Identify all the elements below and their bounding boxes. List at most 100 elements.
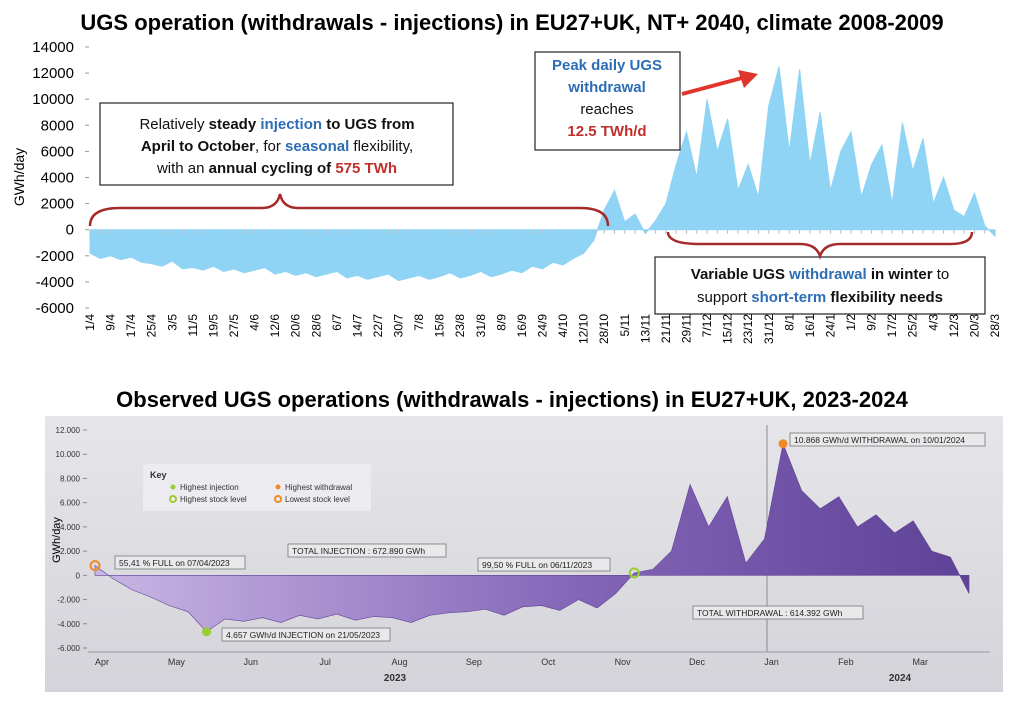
annotation-box (99, 102, 454, 186)
annotation-box (477, 557, 611, 572)
marker (778, 439, 788, 449)
y-tick-label: -4.000 (57, 620, 80, 629)
annotation-segment: in winter (867, 266, 933, 283)
x-tick-label: Oct (541, 657, 556, 667)
x-tick-label: Jun (244, 657, 259, 667)
annotation-segment: with an (156, 160, 209, 177)
annotation-text: support short-term flexibility needs (697, 289, 943, 306)
y-tick-label: 10000 (32, 91, 74, 108)
y-tick-label: 8000 (41, 117, 74, 134)
x-tick-label: 28/6 (309, 314, 323, 338)
y-tick-label: 12.000 (56, 426, 81, 435)
annotation-segment: steady (209, 116, 261, 133)
y-axis-label: GWh/day (11, 148, 27, 206)
annotation-text: 10.868 GWh/d WITHDRAWAL on 10/01/2024 (794, 435, 965, 445)
marker (202, 627, 212, 637)
annotation-text: with an annual cycling of 575 TWh (156, 160, 397, 177)
annotation-segment: reaches (580, 101, 633, 118)
annotation-box (114, 555, 246, 570)
x-tick-label: Mar (912, 657, 928, 667)
y-tick-label: 0 (76, 571, 81, 580)
x-tick-label: 25/4 (145, 314, 159, 338)
marker (169, 495, 177, 503)
x-tick-label: 6/7 (330, 314, 344, 331)
x-tick-label: 28/10 (597, 314, 611, 344)
annotation-text: 12.5 TWh/d (567, 123, 646, 140)
x-tick-label: 23/12 (741, 314, 755, 344)
annotation-segment: flexibility, (349, 138, 413, 155)
chart-title: Observed UGS operations (withdrawals - i… (116, 387, 908, 412)
x-tick-label: Sep (466, 657, 482, 667)
annotation-segment: Variable UGS (691, 266, 789, 283)
x-tick-label: 28/3 (988, 314, 1002, 338)
brace (666, 231, 974, 260)
annotation-segment: to (933, 266, 950, 283)
annotation-box (789, 432, 986, 447)
x-tick-label: Jan (764, 657, 779, 667)
annotation-segment: short-term (751, 289, 826, 306)
annotation-segment: 12.5 TWh/d (567, 123, 646, 140)
y-tick-label: 2.000 (60, 547, 81, 556)
annotation-text: withdrawal (567, 79, 646, 96)
annotation-text: April to October, for seasonal flexibili… (141, 138, 413, 155)
annotation-text: TOTAL INJECTION : 672.890 GWh (292, 546, 425, 556)
annotation-segment: seasonal (285, 138, 349, 155)
x-tick-label: 31/8 (474, 314, 488, 338)
x-tick-label: 31/12 (762, 314, 776, 344)
legend-label: Lowest stock level (285, 495, 350, 504)
brace (88, 193, 610, 227)
annotation-segment: injection (260, 116, 322, 133)
x-tick-label: 4/10 (556, 314, 570, 338)
annotation-text: Peak daily UGS (552, 57, 662, 74)
x-group-label: 2023 (384, 673, 407, 684)
x-tick-label: 20/6 (289, 314, 303, 338)
marker (170, 484, 176, 490)
annotation-text: TOTAL WITHDRAWAL : 614.392 GWh (697, 608, 843, 618)
x-tick-label: 25/2 (906, 314, 920, 338)
y-tick-label: 10.000 (56, 450, 81, 459)
annotation-text: Relatively steady injection to UGS from (139, 116, 414, 133)
y-tick-label: -4000 (36, 274, 74, 291)
x-group-label: 2024 (889, 673, 912, 684)
x-tick-label: Apr (95, 657, 109, 667)
legend-title: Key (150, 470, 167, 480)
x-tick-label: 16/9 (515, 314, 529, 338)
y-tick-label: 12000 (32, 65, 74, 82)
x-tick-label: 17/2 (885, 314, 899, 338)
arrow-head (738, 70, 758, 88)
x-tick-label: May (168, 657, 186, 667)
marker (89, 560, 101, 572)
x-tick-label: 15/12 (721, 314, 735, 344)
x-tick-label: 9/2 (865, 314, 879, 331)
legend-label: Highest stock level (180, 495, 247, 504)
x-tick-label: 24/9 (536, 314, 550, 338)
x-tick-label: 21/11 (659, 314, 673, 343)
annotation-text: 99,50 % FULL on 06/11/2023 (482, 560, 592, 570)
x-tick-label: 8/1 (782, 314, 796, 331)
x-tick-label: 23/8 (453, 314, 467, 338)
x-tick-label: 22/7 (371, 314, 385, 338)
annotation-segment: withdrawal (567, 79, 646, 96)
annotation-box (221, 627, 391, 642)
x-tick-label: 8/9 (494, 314, 508, 331)
x-tick-label: 5/11 (618, 314, 632, 337)
y-axis-label: GWh/day (51, 517, 63, 563)
x-tick-label: 4/6 (248, 314, 262, 331)
x-tick-label: Jul (319, 657, 331, 667)
annotation-text: reaches (580, 101, 633, 118)
marker (628, 567, 640, 579)
y-tick-label: 6000 (41, 143, 74, 160)
x-tick-label: 3/5 (165, 314, 179, 331)
x-tick-label: Feb (838, 657, 854, 667)
annotation-segment: April to October (141, 138, 255, 155)
annotation-segment: withdrawal (788, 266, 867, 283)
x-tick-label: 9/4 (104, 314, 118, 331)
y-tick-label: 2000 (41, 196, 74, 213)
legend-label: Highest injection (180, 483, 239, 492)
annotation-segment: 575 TWh (335, 160, 397, 177)
y-tick-label: -2000 (36, 248, 74, 265)
x-tick-label: 24/1 (823, 314, 837, 338)
x-tick-label: 17/4 (124, 314, 138, 338)
legend-label: Highest withdrawal (285, 483, 352, 492)
annotation-segment: to UGS from (322, 116, 415, 133)
